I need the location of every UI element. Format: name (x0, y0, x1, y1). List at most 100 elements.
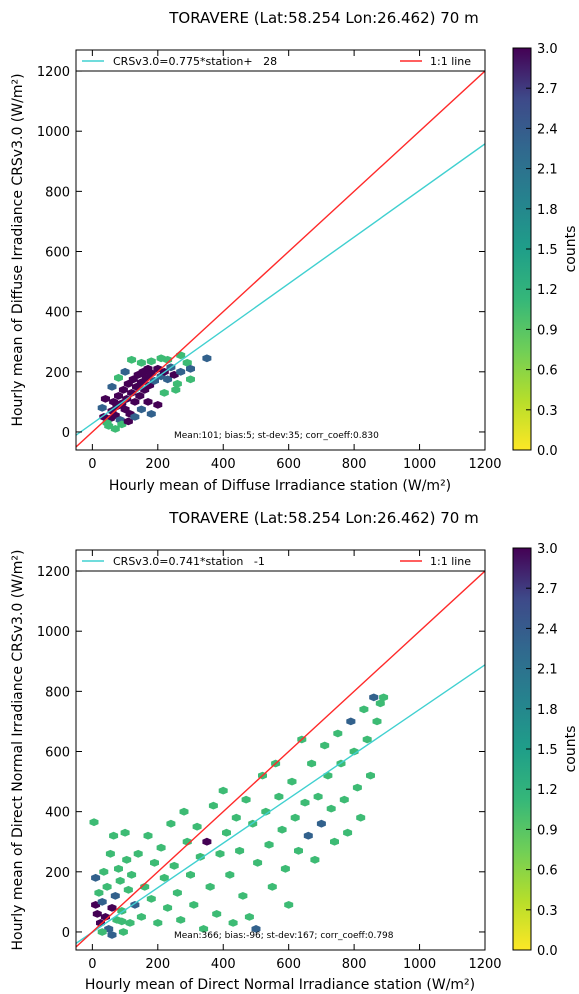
hexbin-cell (280, 864, 290, 873)
hexbin-cell (215, 849, 225, 858)
hexbin-cell (97, 404, 107, 412)
hexbin-cell (316, 819, 326, 828)
hexbin-cell (333, 729, 343, 738)
colorbar-label: counts (563, 726, 579, 773)
hexbin-cell (362, 735, 372, 744)
hexbin-cell (379, 693, 389, 702)
x-tick-label: 400 (211, 957, 236, 972)
hexbin-cell (369, 693, 379, 702)
hexbin-cell (176, 367, 186, 376)
y-tick-label: 0 (62, 926, 70, 941)
hexbin-cell (153, 919, 163, 927)
hexbin-cell (261, 807, 271, 816)
hexbin-cell (343, 828, 353, 837)
hexbin-cell (143, 398, 153, 406)
hexbin-cell (179, 807, 189, 816)
colorbar-ticks: 0.0 0.3 0.6 0.9 1.2 1.5 1.8 2.1 2.4 2.7 3.0 (526, 542, 558, 959)
hexbin-cell (156, 843, 166, 852)
hexbin-cell (290, 813, 300, 822)
hexbin-cell (136, 913, 146, 921)
hexbin-cell (307, 759, 317, 768)
hexbin-cell (251, 925, 261, 933)
colorbar-tick-label: 1.2 (537, 783, 558, 798)
y-tick-label: 600 (45, 246, 70, 261)
legend-label-identity: 1:1 line (430, 55, 471, 68)
hexbin-cell (176, 916, 186, 924)
y-tick-label: 800 (45, 685, 70, 700)
x-tick-label: 600 (276, 457, 301, 472)
hexbin-cell (287, 777, 297, 786)
y-axis-ticks: 0 200 400 600 800 1000 1200 (37, 565, 485, 941)
hexbin-cell (97, 928, 107, 936)
identity-line (76, 70, 485, 448)
colorbar-label: counts (563, 226, 579, 273)
hexbin-cell (375, 699, 385, 708)
panel-direct-normal: TORAVERE (Lat:58.254 Lon:26.462) 70 m CR… (10, 509, 579, 993)
hexbin-cell (133, 849, 143, 858)
hexbin-cell (156, 354, 166, 363)
x-tick-label: 0 (88, 957, 96, 972)
y-tick-label: 200 (45, 866, 70, 881)
y-tick-label: 400 (45, 306, 70, 321)
colorbar-tick-label: 0.3 (537, 404, 558, 419)
hexbin-cell (195, 852, 205, 861)
x-tick-label: 400 (211, 457, 236, 472)
hexbin-cell (182, 358, 192, 367)
hexbin-cell (114, 392, 123, 400)
colorbar-tick-label: 3.0 (537, 542, 558, 557)
hexbin-cell (205, 882, 215, 891)
hexbin-cell (136, 358, 146, 367)
colorbar-tick-label: 1.8 (537, 703, 558, 718)
x-tick-label: 1200 (468, 457, 501, 472)
hexbin-cell (228, 919, 238, 927)
hexbin-cell (94, 889, 104, 897)
hexbin-cell (244, 913, 254, 921)
colorbar-tick-label: 0.0 (537, 944, 558, 959)
hexbin-cell (100, 395, 110, 403)
colorbar-tick-label: 0.3 (537, 904, 558, 919)
colorbar-tick-label: 0.6 (537, 364, 558, 379)
hexbin-cell (356, 813, 366, 822)
x-tick-label: 800 (342, 457, 367, 472)
hexbin-cell (231, 813, 241, 822)
hexbin-cell (153, 401, 163, 409)
hexbin-cell (97, 898, 107, 906)
colorbar-tick-label: 1.2 (537, 283, 558, 298)
hexbin-cell (110, 425, 120, 433)
hexbin-cell (189, 901, 199, 909)
hexbin-cell (136, 405, 146, 414)
x-tick-label: 0 (88, 457, 96, 472)
hexbin-cell (313, 792, 323, 801)
hexbin-cell (277, 825, 287, 834)
regression-line (76, 664, 485, 944)
hexbin-cell (91, 873, 101, 882)
hexbin-cell (109, 831, 119, 840)
hexbin-cell (366, 771, 375, 780)
x-tick-label: 800 (342, 957, 367, 972)
x-axis-ticks: 0 200 400 600 800 1000 1200 (88, 50, 502, 472)
y-tick-label: 800 (45, 185, 70, 200)
hexbin-cell (310, 855, 320, 864)
x-tick-label: 1000 (403, 957, 436, 972)
hexbin-cell (238, 892, 248, 900)
hexbin-cell (284, 901, 294, 909)
hexbin-cell (172, 889, 182, 897)
hexbin-cell (130, 398, 140, 406)
colorbar-tick-label: 2.4 (537, 122, 558, 137)
hexbin-cell (122, 855, 132, 864)
hexbin-cell (127, 389, 137, 397)
chart-title: TORAVERE (Lat:58.254 Lon:26.462) 70 m (168, 9, 479, 27)
hexbin-cell (186, 375, 195, 384)
hexbin-cell (186, 870, 195, 879)
colorbar: 0.0 0.3 0.6 0.9 1.2 1.5 1.8 2.1 2.4 2.7 3.0 counts (512, 542, 579, 959)
hexbin-cell (143, 831, 153, 840)
hexbin-cell (107, 904, 117, 912)
hexbin-cell (105, 849, 115, 858)
chart-title: TORAVERE (Lat:58.254 Lon:26.462) 70 m (168, 509, 479, 527)
hexbin-cell (225, 870, 235, 879)
hexbin-cell (117, 907, 127, 915)
hexbin-cell (140, 882, 150, 891)
hexbin-cell (264, 840, 274, 849)
y-tick-label: 400 (45, 806, 70, 821)
hexbin-cell (294, 846, 303, 855)
